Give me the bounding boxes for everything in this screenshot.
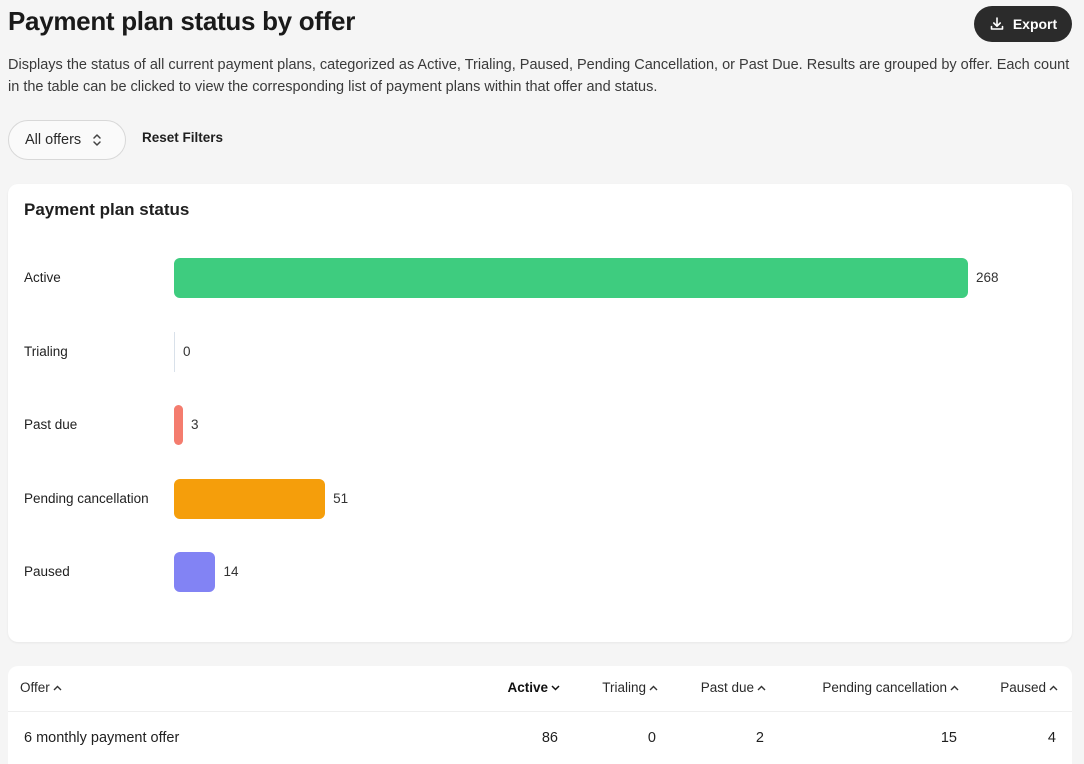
download-icon (990, 17, 1004, 30)
bar[interactable] (174, 331, 175, 372)
table-header-divider (8, 711, 1072, 712)
export-label: Export (1012, 16, 1058, 32)
chevron-up-icon (1049, 685, 1058, 690)
chevron-up-down-icon (93, 134, 101, 146)
column-header-paused[interactable]: Paused (1000, 680, 1058, 695)
chevron-down-icon (551, 684, 560, 691)
column-header-label: Pending cancellation (822, 680, 947, 695)
bar-track (174, 552, 968, 592)
chart-row[interactable]: Pending cancellation 51 (8, 477, 1072, 521)
offer-select[interactable]: All offers (8, 120, 126, 160)
chart-row[interactable]: Active 268 (8, 256, 1072, 300)
chart-row[interactable]: Paused 14 (8, 550, 1072, 594)
column-header-label: Active (507, 680, 548, 695)
chevron-up-icon (649, 685, 658, 690)
chart-title: Payment plan status (24, 200, 190, 219)
bar-track (174, 405, 968, 445)
chart-row[interactable]: Trialing 0 (8, 330, 1072, 374)
column-header-label: Trialing (602, 680, 646, 695)
column-header-past-due[interactable]: Past due (701, 680, 766, 695)
offers-table: Offer Active Trialing Past due Pending c… (8, 666, 1072, 764)
bar-label: Trialing (24, 343, 68, 359)
bar-track (174, 258, 968, 298)
column-header-trialing[interactable]: Trialing (602, 680, 658, 695)
offer-select-value: All offers (25, 132, 82, 148)
pending-cancellation-count-cell[interactable]: 15 (940, 730, 957, 746)
reset-filters-link[interactable]: Reset Filters (142, 130, 224, 145)
chevron-up-icon (757, 685, 766, 690)
column-header-label: Paused (1000, 680, 1046, 695)
column-header-active[interactable]: Active (507, 680, 560, 695)
page-title: Payment plan status by offer (8, 6, 356, 36)
paused-count-cell[interactable]: 4 (1047, 730, 1056, 746)
bar-track (174, 478, 968, 519)
export-button[interactable]: Export (974, 6, 1072, 42)
active-count-cell[interactable]: 86 (541, 730, 558, 746)
past-due-count-cell[interactable]: 2 (755, 730, 764, 746)
offer-name-cell: 6 monthly payment offer (24, 730, 180, 746)
payment-plan-status-card: Payment plan status Active 268 Trialing 0 Pa… (8, 184, 1072, 642)
chevron-up-icon (950, 685, 959, 690)
chart-row[interactable]: Past due 3 (8, 403, 1072, 447)
bar-value-label: 268 (976, 270, 999, 285)
chevron-up-icon (53, 685, 62, 690)
bar-value-label: 3 (191, 417, 199, 432)
bar-track (174, 331, 968, 372)
bar[interactable] (174, 258, 968, 298)
bar-label: Past due (24, 417, 78, 432)
column-header-label: Offer (20, 680, 50, 695)
bar-label: Pending cancellation (24, 490, 149, 506)
bar-value-label: 51 (333, 490, 349, 506)
column-header-label: Past due (700, 680, 754, 695)
page-description: Displays the status of all current payme… (8, 57, 1070, 95)
bar-value-label: 14 (223, 564, 239, 579)
column-header-offer[interactable]: Offer (20, 680, 62, 695)
column-header-pending-cancellation[interactable]: Pending cancellation (822, 680, 959, 695)
bar[interactable] (174, 552, 216, 592)
bar-label: Paused (24, 564, 70, 579)
bar[interactable] (174, 405, 183, 445)
trialing-count-cell[interactable]: 0 (647, 730, 656, 746)
bar-label: Active (24, 270, 61, 285)
bar-value-label: 0 (183, 343, 191, 359)
bar[interactable] (174, 478, 326, 519)
